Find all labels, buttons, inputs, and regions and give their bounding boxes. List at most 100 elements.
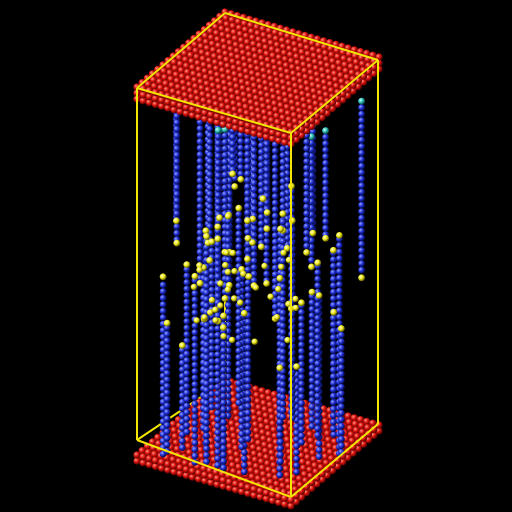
top-plate-atom (229, 22, 237, 30)
chain-end-bead (303, 249, 310, 256)
chain-bead (183, 350, 191, 358)
chain-bead (279, 296, 287, 304)
top-plate-atom (184, 74, 193, 82)
top-plate-atom (246, 57, 254, 65)
chain-bead (257, 174, 265, 182)
chain-bead (203, 354, 210, 362)
bottom-plate-atom (213, 480, 221, 488)
chain-bead (214, 247, 222, 255)
chain-end-bead (173, 239, 181, 247)
top-plate-atom (194, 59, 202, 67)
bottom-plate-atom (148, 438, 157, 446)
chain-bead (214, 172, 222, 180)
bottom-plate-atom (185, 449, 194, 457)
bottom-plate-atom (370, 425, 378, 433)
chain-bead (235, 256, 243, 264)
top-plate-atom (216, 90, 224, 98)
chain-bead (250, 225, 258, 232)
top-plate-atom (262, 133, 270, 141)
chain-bead (191, 368, 199, 375)
top-plate-atom (207, 117, 215, 125)
chain-bead (358, 104, 365, 111)
top-plate-atom (203, 44, 211, 52)
chain-bead (221, 184, 229, 192)
chain-bead (203, 380, 210, 388)
chain-bead (221, 171, 229, 179)
top-plate-atom (251, 52, 260, 61)
chain-bead (250, 257, 258, 265)
top-plate-atom (297, 77, 305, 86)
bottom-plate-atom (306, 430, 314, 439)
chain-bead (191, 303, 199, 310)
top-plate-atom (211, 94, 219, 102)
chain-bead (257, 168, 265, 176)
chain-bead (235, 315, 243, 322)
chain-bead (163, 343, 171, 351)
top-plate-atom (220, 37, 228, 45)
top-plate-atom (236, 101, 244, 109)
top-plate-atom (286, 86, 294, 94)
top-plate-atom (213, 112, 221, 120)
top-plate-atom (251, 88, 259, 96)
top-plate-atom (222, 14, 230, 22)
bottom-plate-atom (266, 472, 274, 480)
top-plate-atom (275, 136, 283, 144)
chain-bead (244, 228, 251, 236)
chain-bead (244, 157, 251, 165)
chain-bead (303, 171, 310, 178)
chain-end-bead (220, 312, 227, 320)
bottom-plate-atom (207, 473, 215, 481)
chain-bead (322, 179, 329, 187)
chain-bead (244, 137, 251, 145)
chain-bead (183, 266, 191, 273)
chain-bead (238, 404, 246, 412)
free-end-bead (212, 306, 219, 313)
top-plate-atom (145, 93, 153, 101)
chain-bead (279, 406, 287, 414)
chain-bead (358, 149, 365, 157)
chain-bead (235, 393, 243, 400)
top-plate-atom (278, 72, 286, 80)
top-plate-atom (299, 54, 307, 63)
chain-bead (279, 322, 287, 330)
top-plate-atom (201, 109, 209, 117)
chain-bead (183, 389, 191, 397)
bottom-plate-atom (139, 459, 147, 467)
chain-end-bead (330, 308, 338, 316)
chain-bead (206, 184, 214, 191)
chain-bead (271, 238, 279, 246)
chain-end-bead (263, 225, 271, 233)
chain-bead (163, 434, 171, 442)
top-plate-atom (278, 108, 286, 116)
chain-bead (208, 345, 216, 352)
chain-end-bead (240, 309, 248, 317)
top-plate-atom (274, 47, 282, 55)
chain-bead (214, 435, 222, 443)
top-plate-atom (216, 54, 225, 62)
chain-bead (191, 433, 199, 440)
chain-bead (330, 425, 337, 432)
top-plate-atom (171, 64, 179, 73)
chain-bead (238, 417, 246, 425)
chain-bead (279, 191, 287, 198)
chain-bead (298, 334, 305, 342)
bottom-plate-atom (250, 450, 258, 458)
chain-bead (279, 257, 287, 265)
top-plate-atom (181, 49, 189, 58)
chain-bead (183, 402, 191, 410)
bottom-plate-atom (262, 489, 270, 497)
chain-bead (183, 428, 191, 436)
chain-bead (191, 361, 199, 369)
chain-bead (314, 399, 322, 406)
bottom-plate-atom (265, 430, 273, 438)
top-plate-atom (329, 57, 337, 65)
chain-bead (358, 130, 365, 138)
chain-bead (250, 147, 258, 154)
top-plate-atom (223, 98, 231, 106)
chain-bead (263, 251, 270, 258)
chain-bead (303, 164, 310, 172)
chain-bead (263, 173, 270, 180)
bottom-plate-atom (268, 413, 276, 421)
chain-end-bead (159, 273, 167, 281)
chain-bead (314, 353, 322, 361)
